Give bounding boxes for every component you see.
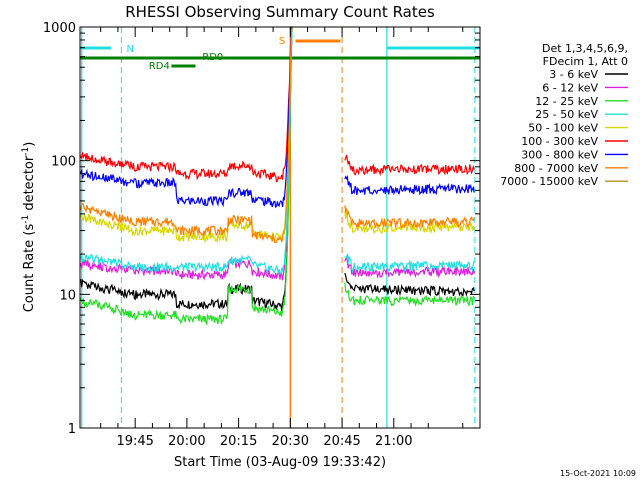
series-line-post-saa [344,282,475,307]
legend-header: FDecim 1, Att 0 [543,55,628,68]
legend-entry-label: 7000 - 15000 keV [500,175,598,188]
x-tick-label: 19:45 [116,434,153,449]
x-tick-label: 20:15 [220,434,257,449]
y-tick-label: 100 [51,155,76,170]
x-tick-label: 20:30 [272,434,309,449]
y-tick-label: 1 [68,422,76,437]
timestamp-label: 15-Oct-2021 10:09 [560,469,636,478]
series-line-post-saa [344,211,475,235]
y-axis-label: Count Rate (s-1 detector-1) [21,142,37,313]
series-line-post-saa [344,272,475,297]
series-line-pre-saa [79,26,293,244]
y-tick-label: 1000 [43,21,76,36]
x-tick-label: 20:45 [323,434,360,449]
y-axis-label-part: ) [22,142,37,147]
series-layer [79,26,475,326]
legend-entry-label: 100 - 300 keV [521,135,598,148]
decimation-flag-label: RD0 [202,52,223,63]
series-line-post-saa [344,205,475,230]
axes-layer: 1 10 100 1000 19:45 20:00 20:15 20:30 20:45 21:00 [43,21,481,449]
series-line-post-saa [344,154,475,177]
legend: Det 1,3,4,5,6,9,FDecim 1, Att 03 - 6 keV… [500,42,628,188]
series-line-post-saa [344,174,475,196]
y-axis-label-sup: -1 [21,147,31,156]
series-line-post-saa [344,256,475,279]
legend-header: Det 1,3,4,5,6,9, [542,42,628,55]
night-flag-label: N [127,44,134,55]
legend-entry-label: 300 - 800 keV [521,148,598,161]
legend-entry-label: 25 - 50 keV [535,108,598,121]
x-axis-label: Start Time (03-Aug-09 19:33:42) [174,455,386,470]
series-line-pre-saa [79,26,293,209]
y-axis-label-part: detector [22,155,37,215]
legend-entry-label: 6 - 12 keV [542,81,598,94]
chart-title: RHESSI Observing Summary Count Rates [125,3,435,21]
x-tick-label: 21:00 [375,434,412,449]
decimation-flag-label: RD4 [149,61,170,72]
series-line-pre-saa [79,26,293,326]
y-axis-label-sup: -1 [21,215,31,224]
x-tick-label: 20:00 [168,434,205,449]
legend-entry-label: 50 - 100 keV [528,122,598,135]
legend-entry-label: 12 - 25 keV [535,95,598,108]
saa-flag-label: S [279,36,285,47]
y-axis-label-part: Count Rate (s [22,224,37,313]
series-line-pre-saa [79,26,293,275]
series-line-pre-saa [79,26,293,311]
series-line-pre-saa [79,26,293,183]
series-line-post-saa [344,253,475,274]
legend-entry-label: 3 - 6 keV [549,68,598,81]
legend-entry-label: 800 - 7000 keV [514,162,598,175]
series-line-pre-saa [79,26,293,281]
plot-frame [79,26,481,429]
y-tick-label: 10 [59,288,76,303]
